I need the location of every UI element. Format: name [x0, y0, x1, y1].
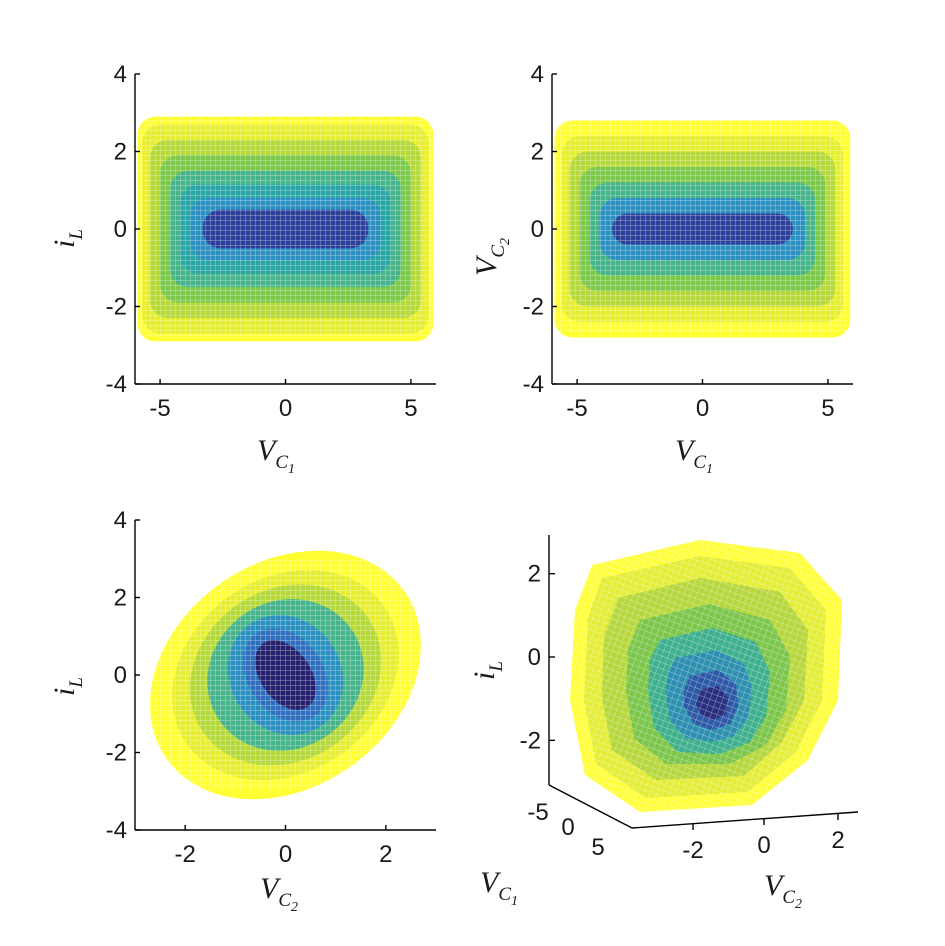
y-tick-label: 0	[528, 644, 541, 671]
z-axis-label-4: VC2	[764, 869, 802, 912]
v2-tick-label: -2	[682, 837, 703, 864]
y-axis-label-4: iL	[468, 661, 507, 680]
x-axis-label-1: VC1	[257, 434, 295, 477]
v1-tick-label: -5	[527, 799, 548, 826]
v2-tick-label: 2	[831, 827, 844, 854]
x-axis-label-3: VC2	[260, 872, 298, 915]
x-tick-label: 0	[279, 395, 292, 422]
x-tick-label: 5	[404, 395, 417, 422]
y-tick-label: -4	[106, 817, 127, 844]
mesh-overlay-3	[135, 560, 436, 790]
panel-top-left: -5 0 5 4 2 0 -2 -4 VC1 iL	[48, 61, 436, 477]
x-tick-label: 5	[821, 395, 834, 422]
y-tick-label: 2	[114, 585, 127, 612]
panel-top-right: -5 0 5 4 2 0 -2 -4 VC1 VC2	[470, 61, 853, 477]
y-tick-label: 0	[114, 216, 127, 243]
y-tick-label: 4	[114, 61, 127, 88]
y-tick-label: 4	[531, 61, 544, 88]
panel-bottom-left: -2 0 2 4 2 0 -2 -4 VC2 iL	[48, 507, 436, 915]
y-tick-label: -4	[106, 371, 127, 398]
y-tick-label: -2	[523, 294, 544, 321]
v1-tick-label: 0	[561, 814, 574, 841]
x-axis-label-4: VC1	[480, 866, 518, 909]
y-tick-label: -2	[106, 740, 127, 767]
x-tick-label: 2	[379, 841, 392, 868]
x-tick-label: -5	[149, 395, 170, 422]
y-tick-label: -2	[520, 727, 541, 754]
y-tick-label: 0	[114, 662, 127, 689]
y-tick-label: 2	[528, 561, 541, 588]
y-tick-label: -2	[106, 294, 127, 321]
y-tick-label: -4	[523, 371, 544, 398]
mesh-overlay-1	[135, 112, 436, 337]
v2-tick-label: 0	[757, 832, 770, 859]
x-tick-label: 0	[696, 395, 709, 422]
x-tick-label: -2	[174, 841, 195, 868]
y-axis-1: -5 0 5 4 2 0 -2 -4	[106, 61, 436, 422]
x-tick-label: 0	[279, 841, 292, 868]
y-tick-label: 2	[114, 139, 127, 166]
v1-tick-label: 5	[591, 834, 604, 861]
x-axis-label-2: VC1	[675, 434, 713, 477]
panel-bottom-right: 20-2-505 -2 0 2 iL VC1 VC2	[468, 535, 859, 912]
y-axis-3: -2 0 2 4 2 0 -2 -4	[106, 507, 436, 868]
mesh-overlay-2	[552, 115, 853, 333]
y-tick-label: 4	[114, 507, 127, 534]
y-tick-label: 2	[531, 139, 544, 166]
y-tick-label: 0	[531, 216, 544, 243]
surface-3d	[570, 540, 842, 812]
axes-3d: 20-2-505 -2 0 2	[520, 535, 859, 864]
y-axis-label-1: iL	[48, 229, 87, 248]
y-axis-2: -5 0 5 4 2 0 -2 -4	[523, 61, 853, 422]
x-tick-label: -5	[566, 395, 587, 422]
y-axis-label-3: iL	[48, 677, 87, 696]
y-axis-label-2: VC2	[470, 238, 513, 276]
